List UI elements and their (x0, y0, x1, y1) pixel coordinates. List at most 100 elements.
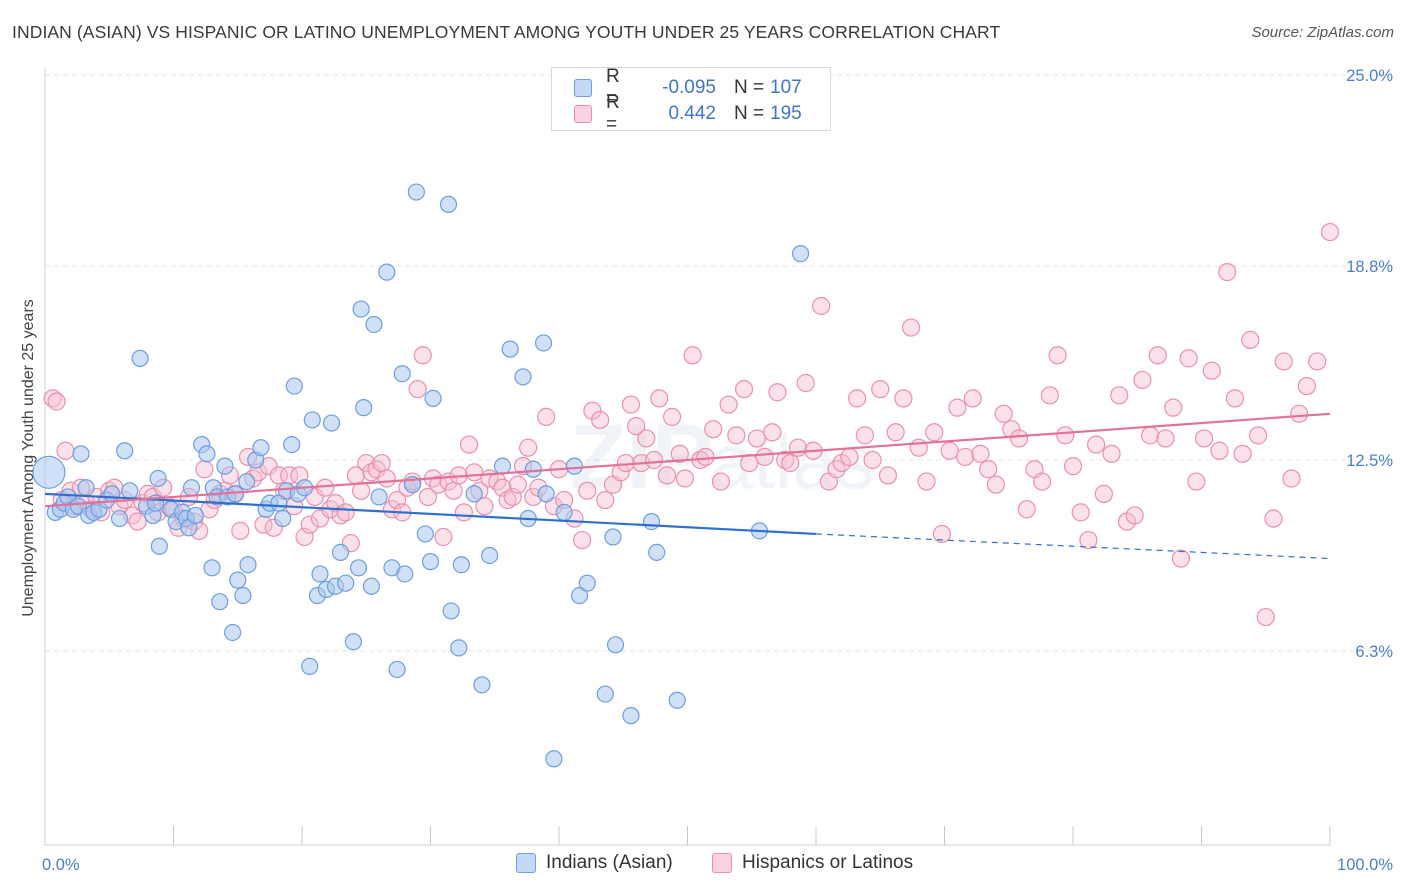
hispanic-point (1009, 429, 1029, 448)
hispanic-point (1308, 352, 1327, 371)
hispanic-point (128, 512, 147, 531)
hispanic-point (310, 509, 330, 528)
hispanic-point (971, 444, 990, 463)
hispanic-point (1140, 426, 1160, 445)
indian-point (32, 455, 66, 489)
hispanic-point (747, 429, 766, 448)
watermark: ZIP atlas (570, 406, 875, 508)
legend-row-hispanic: R = 0.442 N = 195 (574, 92, 802, 135)
indian-point (442, 602, 460, 620)
indian-point (110, 509, 129, 528)
indian-point (322, 414, 341, 432)
indian-point (274, 509, 292, 528)
hispanic-point (917, 472, 936, 491)
indian-point (578, 574, 596, 592)
indian-point (648, 543, 666, 562)
hispanic-point (1218, 263, 1237, 282)
hispanic-point (508, 475, 527, 494)
hispanic-point (727, 426, 746, 445)
indian-point (421, 553, 440, 571)
hispanic-point (1156, 429, 1175, 448)
hispanic-point (955, 447, 975, 467)
indian-point (545, 750, 563, 768)
indian-point (211, 593, 229, 611)
hispanic-point (1264, 509, 1283, 528)
hispanic-point (1290, 404, 1309, 423)
indian-point (534, 334, 553, 352)
trend-lines (44, 412, 1331, 560)
indian-points (32, 183, 810, 768)
indian-point (301, 657, 319, 675)
indian-point (393, 365, 411, 383)
indian-point (239, 556, 257, 574)
series-swatch-pink (712, 853, 732, 873)
indian-trend-extension (815, 533, 1331, 560)
indian-point (524, 460, 542, 478)
hispanic-point (1248, 426, 1268, 445)
indian-point (555, 503, 573, 521)
hispanic-point (776, 450, 795, 470)
hispanic-point (994, 404, 1013, 423)
hispanic-point (711, 472, 731, 491)
hispanic-point (1148, 346, 1167, 365)
hispanic-point (231, 521, 250, 540)
hispanic-point (925, 423, 944, 442)
hispanic-point (683, 346, 702, 365)
hispanic-point (1087, 435, 1106, 454)
indian-point (121, 482, 139, 500)
indian-point (182, 479, 201, 497)
indian-point (388, 660, 406, 679)
x-tick-label-end: 100.0% (1337, 856, 1393, 874)
y-tick-label: 18.8% (1346, 258, 1393, 276)
hispanic-point (1179, 349, 1198, 368)
series-legend-indian[interactable]: Indians (Asian) (516, 852, 673, 874)
indian-point (791, 245, 810, 263)
hispanic-point (372, 453, 391, 473)
hispanic-point (1056, 426, 1075, 445)
indian-point (234, 586, 252, 605)
hispanic-point (519, 438, 538, 457)
indian-point (303, 411, 321, 429)
hispanic-point (1017, 500, 1036, 519)
indian-point (416, 525, 434, 543)
x-tick-label-start: 0.0% (42, 856, 80, 874)
hispanic-point (932, 524, 952, 544)
hispanic-point (1110, 386, 1129, 405)
indian-point (77, 479, 95, 497)
hispanic-point (1071, 503, 1090, 522)
indian-point (344, 633, 362, 651)
hispanic-point (894, 389, 913, 408)
indian-point (407, 183, 425, 201)
hispanic-point (657, 466, 677, 485)
legend-row-indian: R = -0.095 N = 107 (574, 66, 802, 109)
watermark-text: ZIP (570, 406, 713, 508)
hispanic-point (848, 389, 867, 408)
indian-point (283, 436, 301, 454)
hispanic-point (1274, 352, 1293, 371)
indian-point (311, 565, 329, 583)
hispanic-point (316, 478, 335, 497)
hispanic-point (963, 389, 982, 408)
hispanic-point (1125, 506, 1144, 525)
hispanic-point (796, 373, 815, 393)
indian-point (596, 685, 614, 703)
hispanic-point (755, 447, 774, 467)
legend-n-value: 107 (770, 77, 802, 98)
indian-point (203, 559, 221, 577)
legend-r-value: 0.442 (668, 103, 716, 124)
indian-point (668, 691, 686, 709)
hispanic-point (840, 447, 859, 467)
hispanic-point (434, 527, 453, 547)
indian-point (481, 546, 499, 565)
hispanic-point (670, 444, 689, 463)
indian-point (238, 472, 256, 491)
indian-point (337, 574, 355, 592)
hispanic-point (675, 469, 695, 488)
hispanic-point (1094, 484, 1113, 503)
hispanic-point (719, 395, 738, 414)
hispanic-point (704, 420, 723, 439)
indian-point (570, 586, 589, 605)
hispanic-point (878, 466, 898, 485)
series-legend-hispanic[interactable]: Hispanics or Latinos (712, 852, 913, 874)
hispanic-point (413, 346, 432, 365)
